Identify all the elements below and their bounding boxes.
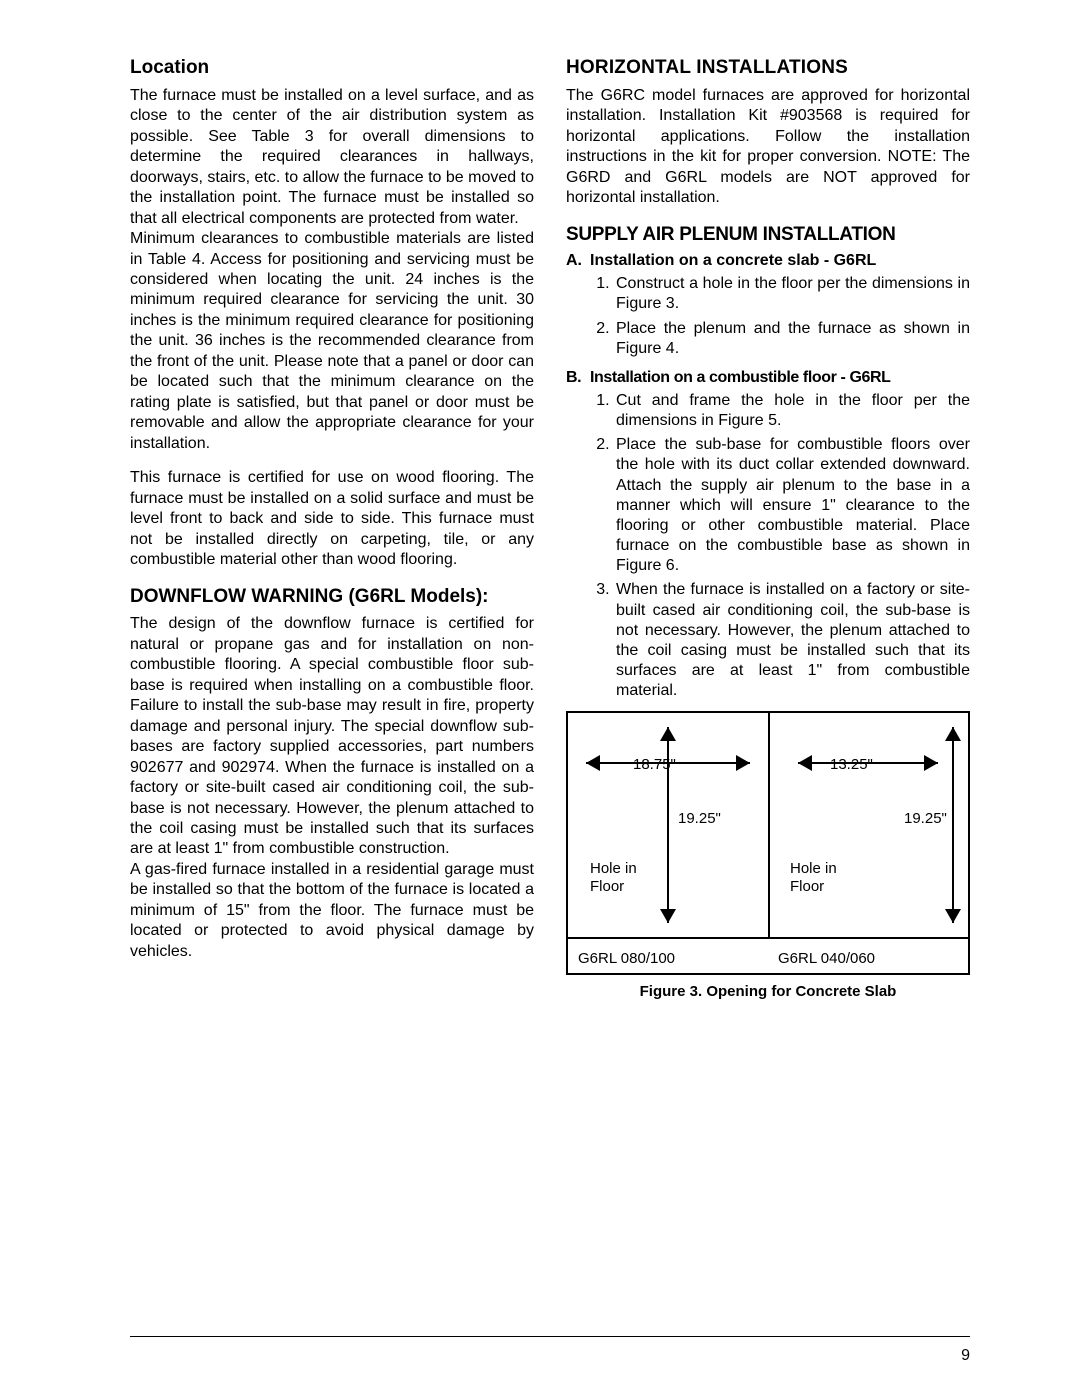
model-label-left: G6RL 080/100 xyxy=(568,950,768,967)
para-horizontal: The G6RC model furnaces are approved for… xyxy=(566,86,970,209)
para-downflow-2: A gas-fired furnace installed in a resid… xyxy=(130,860,534,962)
figure-3-caption: Figure 3. Opening for Concrete Slab xyxy=(566,983,970,1000)
list-b: Cut and frame the hole in the floor per … xyxy=(566,391,970,701)
figure-right-panel: 13.25" 19.25" Hole in Floor xyxy=(768,713,968,937)
hole-label-left-2: Floor xyxy=(590,878,624,895)
heading-location: Location xyxy=(130,56,534,80)
list-item: Construct a hole in the floor per the di… xyxy=(614,274,970,314)
list-item: When the furnace is installed on a facto… xyxy=(614,580,970,701)
list-item: Place the plenum and the furnace as show… xyxy=(614,319,970,359)
dim-right-height: 19.25" xyxy=(904,810,947,827)
subheading-b-text: Installation on a combustible floor - G6… xyxy=(590,369,891,387)
heading-supply: SUPPLY AIR PLENUM INSTALLATION xyxy=(566,223,970,247)
page-number: 9 xyxy=(961,1347,970,1365)
dim-right-width: 13.25" xyxy=(830,756,873,773)
subheading-a-letter: A. xyxy=(566,252,590,270)
subheading-b: B. Installation on a combustible floor -… xyxy=(566,369,970,387)
figure-left-svg: 18.75" 19.25" Hole in Floor xyxy=(568,713,768,937)
para-downflow-1: The design of the downflow furnace is ce… xyxy=(130,614,534,860)
figure-bottom-rule xyxy=(568,937,968,939)
figure-3-box: 18.75" 19.25" Hole in Floor xyxy=(566,711,970,975)
left-column: Location The furnace must be installed o… xyxy=(130,56,534,1000)
figure-left-panel: 18.75" 19.25" Hole in Floor xyxy=(568,713,768,937)
subheading-b-letter: B. xyxy=(566,369,590,387)
figure-right-svg: 13.25" 19.25" Hole in Floor xyxy=(768,713,968,937)
subheading-a: A. Installation on a concrete slab - G6R… xyxy=(566,252,970,270)
heading-downflow: DOWNFLOW WARNING (G6RL Models): xyxy=(130,585,534,609)
hole-label-right-2: Floor xyxy=(790,878,824,895)
heading-horizontal: HORIZONTAL INSTALLATIONS xyxy=(566,56,970,80)
hole-label-right-1: Hole in xyxy=(790,860,837,877)
subheading-a-text: Installation on a concrete slab - G6RL xyxy=(590,252,876,270)
para-location-1: The furnace must be installed on a level… xyxy=(130,86,534,229)
hole-label-left-1: Hole in xyxy=(590,860,637,877)
list-item: Place the sub-base for combustible floor… xyxy=(614,435,970,576)
dim-left-height: 19.25" xyxy=(678,810,721,827)
para-location-2: Minimum clearances to combustible materi… xyxy=(130,229,534,454)
dim-left-width: 18.75" xyxy=(633,756,676,773)
footer-rule xyxy=(130,1336,970,1337)
list-item: Cut and frame the hole in the floor per … xyxy=(614,391,970,431)
para-location-3: This furnace is certified for use on woo… xyxy=(130,468,534,570)
list-a: Construct a hole in the floor per the di… xyxy=(566,274,970,359)
right-column: HORIZONTAL INSTALLATIONS The G6RC model … xyxy=(566,56,970,1000)
model-label-right: G6RL 040/060 xyxy=(768,950,968,967)
